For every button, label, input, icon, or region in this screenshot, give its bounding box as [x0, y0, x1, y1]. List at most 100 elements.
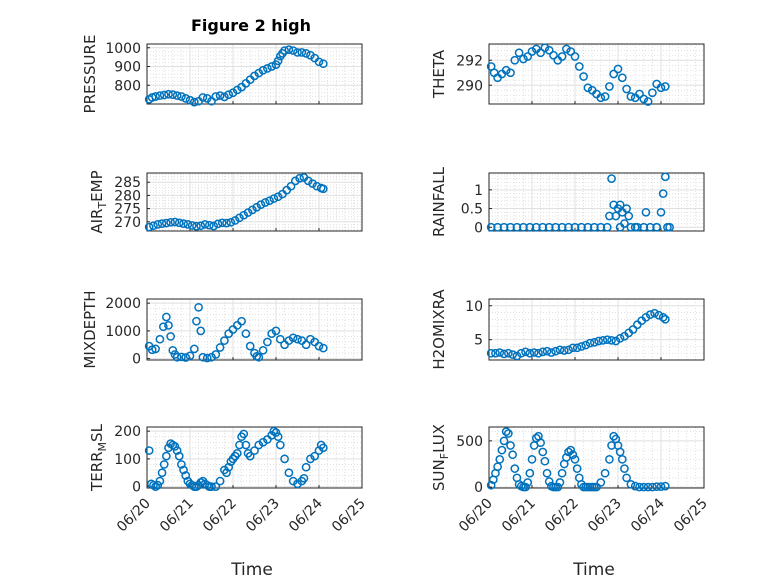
data-point	[525, 222, 535, 232]
y-tick-label: 270	[114, 215, 141, 231]
data-point	[643, 97, 653, 106]
data-point	[297, 48, 307, 57]
y-axis-label: RAINFALL	[430, 166, 448, 237]
x-tick-label: 06/22	[542, 496, 582, 536]
data-point	[267, 329, 277, 339]
data-point	[510, 55, 520, 65]
data-point	[615, 333, 625, 343]
data-point	[572, 464, 582, 473]
data-point	[284, 468, 294, 478]
data-point	[613, 64, 623, 74]
data-point	[555, 478, 565, 487]
data-point	[525, 348, 535, 358]
data-point	[630, 481, 640, 491]
x-tick-label: 06/21	[157, 496, 197, 536]
data-point	[523, 478, 533, 487]
data-point	[596, 93, 606, 103]
plot-area	[489, 173, 704, 231]
y-tick-label: 5	[474, 333, 483, 349]
data-point	[536, 48, 545, 58]
data-point	[318, 59, 328, 69]
data-point	[622, 204, 631, 213]
x-tick-label: 06/24	[286, 495, 326, 535]
data-point	[652, 482, 662, 491]
data-point	[648, 482, 657, 492]
data-point	[245, 341, 255, 351]
data-point	[622, 473, 631, 483]
data-point	[570, 222, 580, 232]
data-point	[299, 473, 309, 483]
data-point	[252, 202, 261, 212]
data-point	[273, 192, 283, 202]
data-point	[656, 482, 666, 491]
data-point	[275, 334, 285, 344]
data-point	[181, 94, 191, 103]
data-point	[198, 93, 208, 102]
data-point	[250, 446, 259, 455]
data-point	[508, 450, 518, 460]
data-point	[306, 454, 315, 464]
data-point	[570, 52, 580, 61]
y-axis-label: AIRTEMP	[88, 170, 109, 233]
data-point	[164, 320, 173, 330]
data-point	[172, 91, 182, 100]
data-point	[314, 57, 324, 67]
data-point	[557, 52, 567, 61]
data-point	[174, 451, 184, 461]
data-point	[224, 90, 234, 99]
data-point	[568, 450, 578, 460]
data-point	[658, 189, 668, 198]
data-point	[617, 73, 627, 83]
data-point	[159, 90, 169, 100]
data-point	[291, 176, 300, 186]
data-point	[605, 454, 614, 464]
data-point	[168, 345, 178, 355]
data-point	[540, 456, 550, 466]
axes-frame	[488, 298, 705, 361]
x-axis-label-right: Time	[572, 560, 615, 580]
x-tick-label: 06/20	[456, 496, 496, 536]
data-point	[555, 345, 565, 355]
data-point	[572, 343, 582, 353]
data-point	[177, 92, 186, 101]
y-tick-label: 1000	[105, 324, 141, 340]
data-point	[155, 476, 165, 486]
x-tick-label: 06/22	[200, 496, 240, 536]
data-point	[226, 217, 236, 227]
data-point	[211, 92, 221, 101]
data-point	[660, 172, 670, 182]
y-tick-label: 285	[114, 175, 141, 191]
data-point	[626, 479, 636, 489]
data-point	[185, 95, 195, 105]
data-point	[493, 222, 502, 232]
data-point	[635, 89, 644, 99]
y-axis-label: H2OMIXRA	[430, 289, 448, 370]
plot-area	[147, 299, 362, 360]
data-point	[624, 211, 634, 221]
data-point	[579, 72, 588, 81]
data-point	[196, 221, 206, 231]
y-tick-label: 100	[114, 452, 141, 468]
data-point	[577, 222, 586, 232]
data-point	[562, 44, 571, 54]
x-tick-label: 06/23	[243, 496, 283, 536]
y-tick-label: 1	[474, 183, 483, 199]
data-point	[635, 482, 644, 492]
data-point	[243, 208, 253, 217]
plot-area	[489, 427, 704, 488]
data-point	[542, 468, 552, 478]
data-point	[181, 471, 191, 480]
data-point	[164, 89, 173, 99]
data-point	[583, 83, 593, 93]
data-point	[495, 454, 505, 464]
data-point	[205, 220, 214, 230]
data-point	[583, 222, 593, 232]
data-point	[501, 65, 511, 75]
data-point	[510, 464, 520, 473]
data-point	[512, 351, 522, 361]
data-point	[168, 90, 178, 99]
data-point	[590, 222, 599, 232]
y-tick-label: 0	[474, 480, 483, 496]
data-point	[656, 207, 666, 217]
